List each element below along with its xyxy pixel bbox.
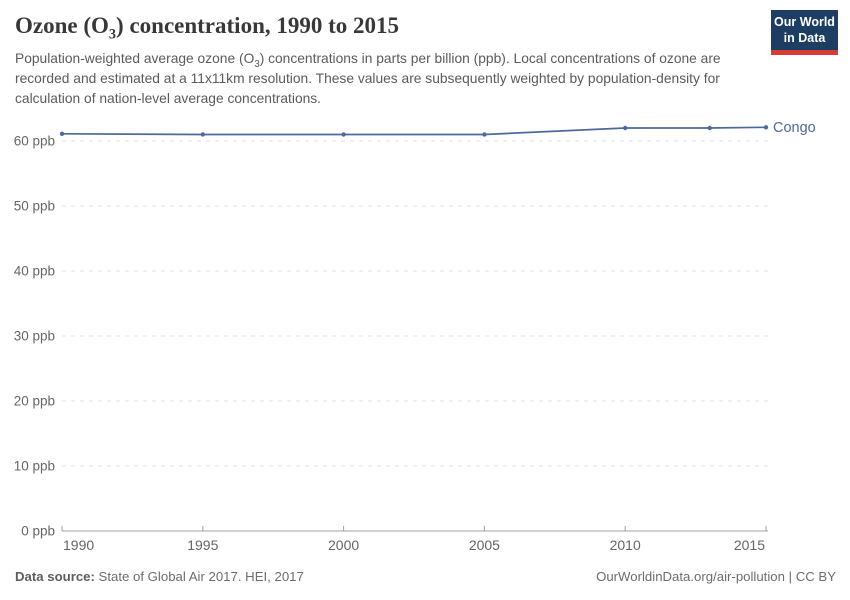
chart-footer: Data source: State of Global Air 2017. H… (15, 569, 836, 584)
data-point (200, 132, 205, 137)
owid-logo-line2: in Data (783, 30, 826, 45)
data-point (623, 125, 628, 131)
data-point (59, 131, 65, 136)
title-subscript: 3 (108, 26, 117, 43)
x-axis-tick-label: 2015 (734, 537, 765, 553)
x-axis-tick-label: 1990 (63, 537, 94, 553)
y-axis-tick-label: 50 ppb (14, 199, 55, 214)
subtitle-subscript: 3 (254, 58, 260, 70)
chart-title: Ozone (O3) concentration, 1990 to 2015 (15, 12, 739, 43)
owid-logo-line1: Our World (774, 15, 835, 29)
owid-logo: Our World in Data (771, 10, 838, 56)
y-axis-tick-label: 0 ppb (21, 524, 55, 539)
y-axis-tick-label: 10 ppb (14, 459, 55, 474)
chart-subtitle: Population-weighted average ozone (O3) c… (15, 49, 739, 109)
series-label-congo: Congo (773, 120, 816, 136)
data-point (763, 125, 769, 130)
x-axis-tick-label: 2000 (328, 537, 359, 553)
subtitle-text-2: ) concentrations in parts per billion (p… (15, 50, 721, 106)
data-source: Data source: State of Global Air 2017. H… (15, 569, 304, 584)
x-axis-tick-label: 1995 (187, 537, 218, 553)
data-source-text: State of Global Air 2017. HEI, 2017 (94, 569, 304, 584)
data-point (341, 132, 346, 137)
data-point (707, 125, 712, 131)
title-text: Ozone (O (15, 13, 109, 38)
data-source-label: Data source: (15, 569, 95, 584)
subtitle-text: Population-weighted average ozone (O (15, 50, 255, 66)
x-axis-tick-label: 2005 (469, 537, 500, 553)
y-axis-tick-label: 40 ppb (14, 264, 55, 279)
credit-link[interactable]: OurWorldinData.org/air-pollution | CC BY (596, 569, 836, 584)
line-series-congo (61, 126, 767, 136)
y-axis-tick-label: 20 ppb (14, 394, 55, 409)
data-point (482, 132, 487, 137)
chart-header: Ozone (O3) concentration, 1990 to 2015 P… (15, 12, 739, 109)
x-axis-tick-label: 2010 (610, 537, 641, 553)
title-text-2: ) concentration, 1990 to 2015 (116, 13, 400, 38)
y-axis-tick-label: 30 ppb (14, 329, 55, 344)
y-axis-tick-label: 60 ppb (14, 134, 55, 149)
